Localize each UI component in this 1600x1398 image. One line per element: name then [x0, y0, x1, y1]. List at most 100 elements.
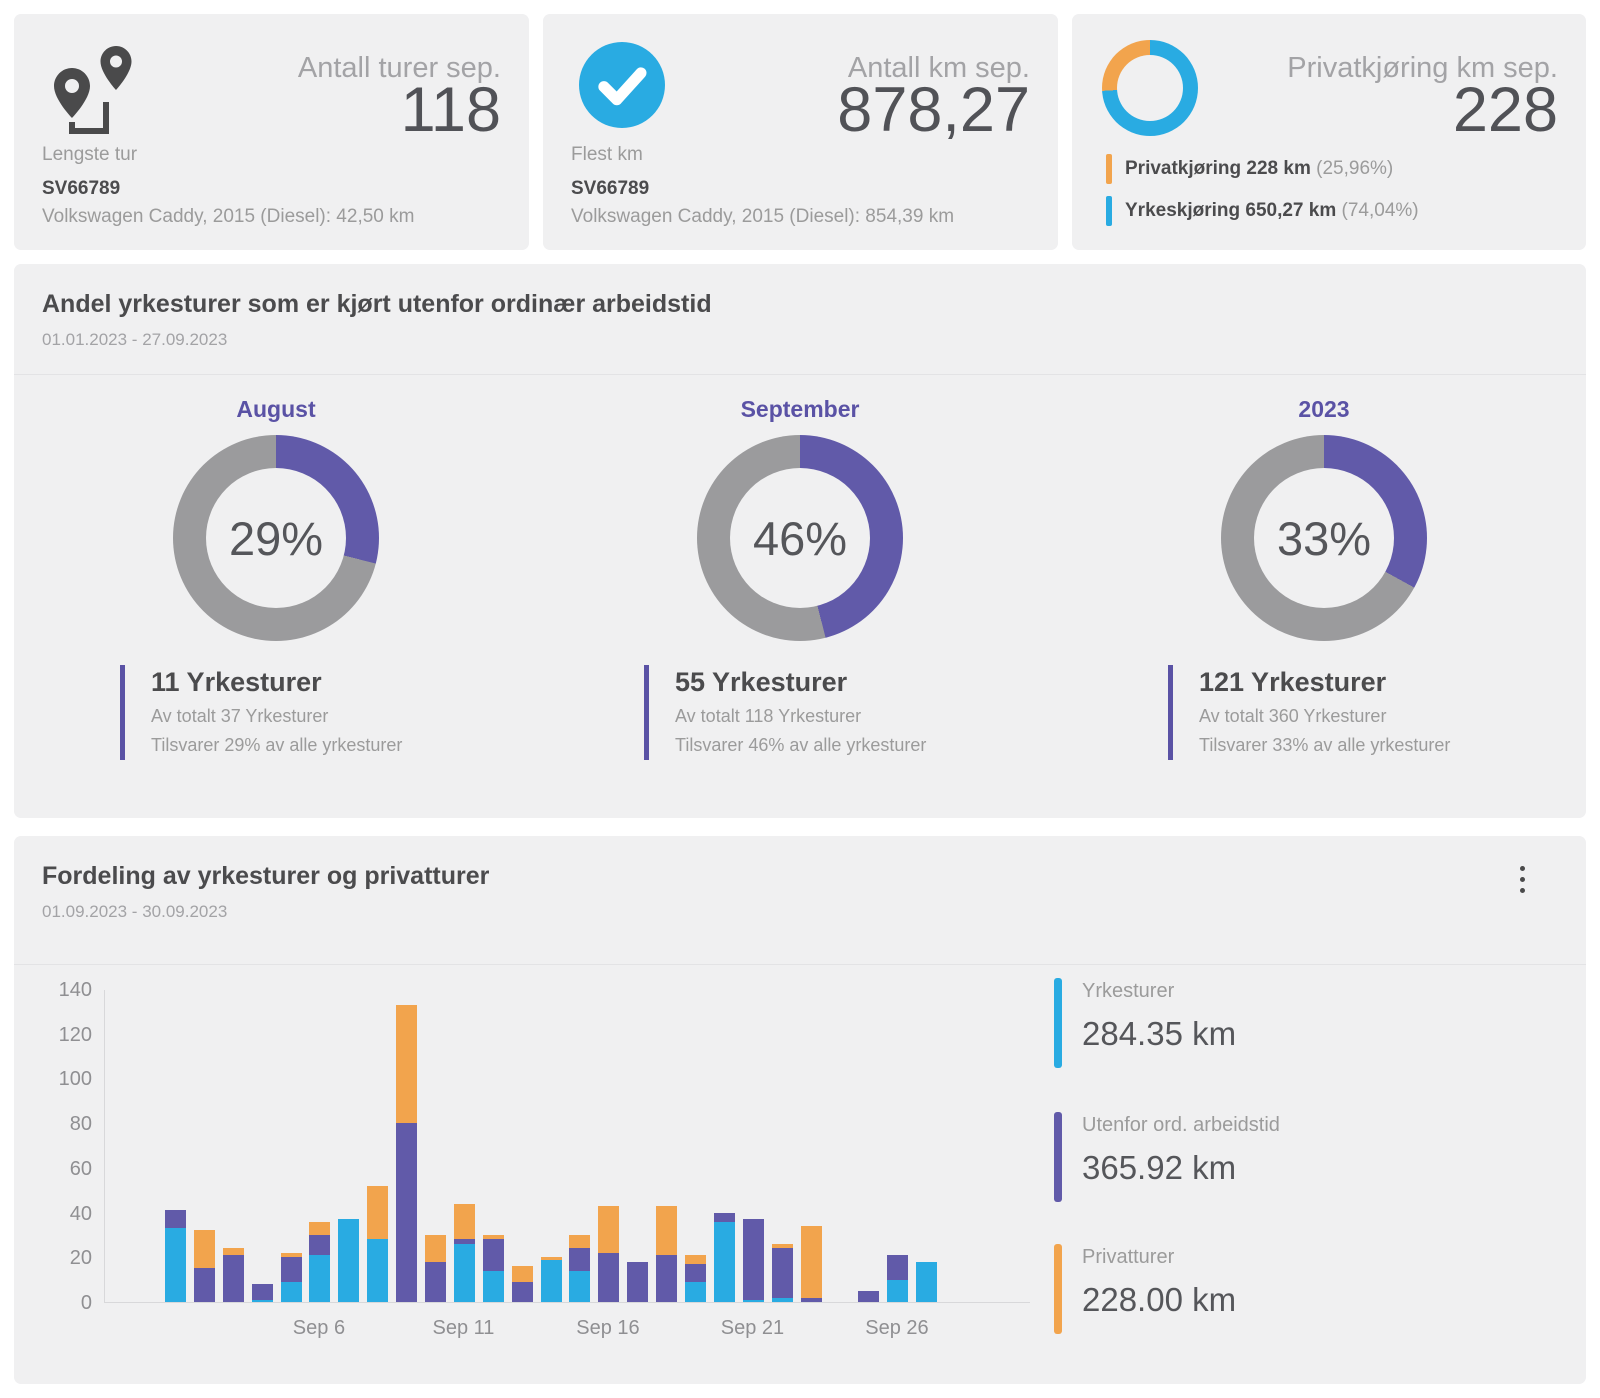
bar-segment-privatturer[interactable] [367, 1185, 389, 1240]
bar-sep-2[interactable] [190, 990, 219, 1302]
vehicle-info: Volkswagen Caddy, 2015 (Diesel): 42,50 k… [42, 206, 415, 227]
bar-segment-utenfor-ord-arbeidstid[interactable] [396, 1123, 418, 1302]
bar-sep-15[interactable] [565, 990, 594, 1302]
bar-segment-privatturer[interactable] [684, 1255, 706, 1265]
bar-sep-16[interactable] [594, 990, 623, 1302]
bar-sep-4[interactable] [248, 990, 277, 1302]
bar-sep-12[interactable] [479, 990, 508, 1302]
bar-segment-privatturer[interactable] [656, 1205, 678, 1256]
bar-sep-5[interactable] [277, 990, 306, 1302]
bar-segment-utenfor-ord-arbeidstid[interactable] [800, 1297, 822, 1302]
bar-segment-utenfor-ord-arbeidstid[interactable] [858, 1290, 880, 1302]
vehicle-id: SV66789 [571, 178, 650, 199]
bar-segment-yrkesturer[interactable] [482, 1270, 504, 1302]
bar-segment-privatturer[interactable] [222, 1248, 244, 1256]
bar-segment-utenfor-ord-arbeidstid[interactable] [482, 1239, 504, 1271]
donut-column-september: September 46% 55 Yrkesturer Av totalt 11… [538, 386, 1062, 760]
bar-sep-3[interactable] [219, 990, 248, 1302]
bar-segment-utenfor-ord-arbeidstid[interactable] [511, 1281, 533, 1302]
bar-sep-22[interactable] [768, 990, 797, 1302]
bar-segment-yrkesturer[interactable] [164, 1228, 186, 1302]
options-menu-button[interactable] [1516, 866, 1528, 899]
donut-chart-august[interactable]: 29% [173, 435, 379, 641]
bar-sep-19[interactable] [681, 990, 710, 1302]
bar-segment-utenfor-ord-arbeidstid[interactable] [598, 1252, 620, 1302]
bar-segment-privatturer[interactable] [309, 1221, 331, 1235]
bar-sep-11[interactable] [450, 990, 479, 1302]
bar-sep-23[interactable] [797, 990, 826, 1302]
bar-sep-8[interactable] [363, 990, 392, 1302]
bar-segment-yrkesturer[interactable] [569, 1270, 591, 1302]
bar-segment-yrkesturer[interactable] [280, 1281, 302, 1302]
bar-segment-utenfor-ord-arbeidstid[interactable] [280, 1257, 302, 1282]
bar-sep-10[interactable] [421, 990, 450, 1302]
bar-sep-28[interactable] [941, 990, 970, 1302]
bar-sep-27[interactable] [912, 990, 941, 1302]
bar-segment-utenfor-ord-arbeidstid[interactable] [309, 1234, 331, 1256]
bar-segment-yrkesturer[interactable] [540, 1259, 562, 1302]
bar-sep-13[interactable] [508, 990, 537, 1302]
bar-sep-29[interactable] [970, 990, 999, 1302]
bar-sep-9[interactable] [392, 990, 421, 1302]
bar-segment-privatturer[interactable] [540, 1257, 562, 1260]
bar-sep-14[interactable] [537, 990, 566, 1302]
donut-percent: 33% [1276, 511, 1372, 565]
bar-sep-18[interactable] [652, 990, 681, 1302]
bar-segment-utenfor-ord-arbeidstid[interactable] [656, 1255, 678, 1302]
bar-segment-utenfor-ord-arbeidstid[interactable] [222, 1255, 244, 1302]
bar-sep-30[interactable] [999, 990, 1028, 1302]
bar-segment-yrkesturer[interactable] [338, 1219, 360, 1302]
bar-segment-utenfor-ord-arbeidstid[interactable] [453, 1239, 475, 1244]
bar-segment-utenfor-ord-arbeidstid[interactable] [713, 1212, 735, 1222]
bar-segment-utenfor-ord-arbeidstid[interactable] [771, 1248, 793, 1298]
bar-sep-7[interactable] [334, 990, 363, 1302]
bar-sep-1[interactable] [161, 990, 190, 1302]
bar-segment-utenfor-ord-arbeidstid[interactable] [424, 1261, 446, 1302]
bar-segment-yrkesturer[interactable] [916, 1261, 938, 1302]
legend-label: Utenfor ord. arbeidstid [1082, 1114, 1280, 1136]
bar-segment-privatturer[interactable] [598, 1205, 620, 1253]
bar-segment-privatturer[interactable] [569, 1234, 591, 1249]
bar-sep-17[interactable] [623, 990, 652, 1302]
bar-segment-yrkesturer[interactable] [453, 1243, 475, 1302]
bar-segment-yrkesturer[interactable] [251, 1299, 273, 1302]
bar-segment-yrkesturer[interactable] [771, 1297, 793, 1302]
donut-chart-2023[interactable]: 33% [1221, 435, 1427, 641]
bar-segment-utenfor-ord-arbeidstid[interactable] [251, 1284, 273, 1300]
legend-label: Yrkeskjøring 650,27 km [1125, 200, 1337, 221]
bar-segment-privatturer[interactable] [396, 1004, 418, 1124]
legend-color-bar [1106, 196, 1112, 226]
bar-segment-yrkesturer[interactable] [367, 1239, 389, 1302]
donut-chart-september[interactable]: 46% [697, 435, 903, 641]
bar-sep-25[interactable] [854, 990, 883, 1302]
bar-segment-utenfor-ord-arbeidstid[interactable] [887, 1255, 909, 1280]
bar-segment-utenfor-ord-arbeidstid[interactable] [164, 1210, 186, 1229]
bar-sep-21[interactable] [739, 990, 768, 1302]
bar-segment-utenfor-ord-arbeidstid[interactable] [684, 1264, 706, 1282]
bar-segment-yrkesturer[interactable] [684, 1281, 706, 1302]
bar-segment-yrkesturer[interactable] [309, 1255, 331, 1302]
bar-segment-yrkesturer[interactable] [713, 1221, 735, 1302]
bar-sep-24[interactable] [825, 990, 854, 1302]
bar-segment-privatturer[interactable] [771, 1243, 793, 1249]
bar-sep-26[interactable] [883, 990, 912, 1302]
bar-segment-yrkesturer[interactable] [887, 1279, 909, 1302]
bar-segment-privatturer[interactable] [424, 1234, 446, 1262]
section-date-range: 01.09.2023 - 30.09.2023 [42, 902, 228, 921]
bar-segment-privatturer[interactable] [193, 1230, 215, 1269]
donut-period-label: 2023 [1298, 396, 1350, 422]
private-vs-business-donut[interactable] [1102, 40, 1198, 136]
stacked-bar-chart [104, 990, 1030, 1303]
bar-sep-6[interactable] [305, 990, 334, 1302]
bar-segment-utenfor-ord-arbeidstid[interactable] [627, 1261, 649, 1302]
bar-segment-privatturer[interactable] [482, 1234, 504, 1240]
bar-segment-privatturer[interactable] [453, 1203, 475, 1240]
bar-segment-privatturer[interactable] [280, 1252, 302, 1258]
bar-sep-20[interactable] [710, 990, 739, 1302]
bar-segment-privatturer[interactable] [800, 1226, 822, 1298]
bar-segment-privatturer[interactable] [511, 1266, 533, 1282]
bar-segment-utenfor-ord-arbeidstid[interactable] [742, 1219, 764, 1300]
bar-segment-utenfor-ord-arbeidstid[interactable] [569, 1248, 591, 1271]
bar-segment-utenfor-ord-arbeidstid[interactable] [193, 1268, 215, 1302]
bar-segment-yrkesturer[interactable] [742, 1299, 764, 1302]
